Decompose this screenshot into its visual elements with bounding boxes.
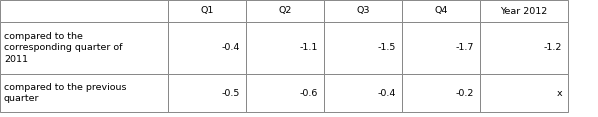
Text: Q3: Q3 bbox=[356, 7, 370, 15]
Bar bbox=[168, 0, 246, 22]
Bar bbox=[0, 22, 168, 74]
Text: -0.5: -0.5 bbox=[222, 88, 240, 97]
Bar bbox=[246, 0, 324, 22]
Text: Q4: Q4 bbox=[434, 7, 448, 15]
Text: -0.6: -0.6 bbox=[300, 88, 318, 97]
Text: -1.1: -1.1 bbox=[300, 44, 318, 53]
Bar bbox=[246, 22, 324, 74]
Text: Q1: Q1 bbox=[200, 7, 213, 15]
Bar bbox=[324, 22, 402, 74]
Bar bbox=[402, 22, 480, 74]
Text: -0.4: -0.4 bbox=[377, 88, 396, 97]
Bar bbox=[0, 74, 168, 112]
Text: Q2: Q2 bbox=[278, 7, 292, 15]
Text: Year 2012: Year 2012 bbox=[501, 7, 548, 15]
Text: -1.5: -1.5 bbox=[377, 44, 396, 53]
Bar bbox=[480, 0, 568, 22]
Text: compared to the
corresponding quarter of
2011: compared to the corresponding quarter of… bbox=[4, 32, 123, 64]
Text: -0.2: -0.2 bbox=[456, 88, 474, 97]
Text: -1.2: -1.2 bbox=[544, 44, 562, 53]
Text: compared to the previous
quarter: compared to the previous quarter bbox=[4, 83, 127, 103]
Text: -1.7: -1.7 bbox=[456, 44, 474, 53]
Bar bbox=[480, 22, 568, 74]
Bar bbox=[246, 74, 324, 112]
Bar bbox=[0, 0, 168, 22]
Bar bbox=[402, 74, 480, 112]
Bar bbox=[480, 74, 568, 112]
Bar bbox=[324, 74, 402, 112]
Text: x: x bbox=[556, 88, 562, 97]
Bar bbox=[324, 0, 402, 22]
Bar bbox=[402, 0, 480, 22]
Bar bbox=[168, 22, 246, 74]
Bar bbox=[168, 74, 246, 112]
Text: -0.4: -0.4 bbox=[222, 44, 240, 53]
